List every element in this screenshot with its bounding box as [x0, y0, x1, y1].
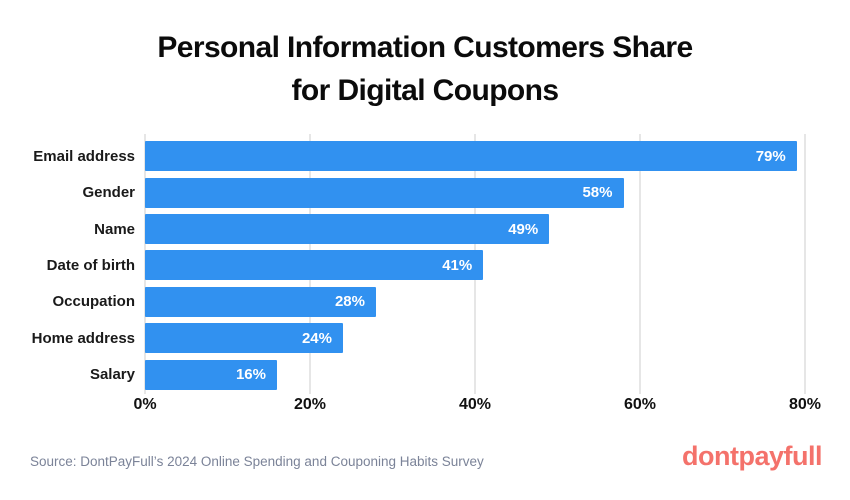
bar-row: Email address 79%: [33, 138, 805, 174]
chart-title-line2: for Digital Coupons: [291, 74, 560, 107]
x-tick-label: 60%: [623, 396, 657, 413]
gridline-80: [804, 134, 806, 394]
x-axis: 0% 20% 40% 60% 80%: [133, 396, 821, 416]
bar-row: Occupation 28%: [52, 284, 805, 320]
bar-row: Date of birth 41%: [47, 247, 805, 283]
x-tick-label: 0%: [133, 396, 157, 413]
bar: 49%: [145, 214, 550, 245]
bar-row: Salary 16%: [90, 357, 805, 393]
category-label: Date of birth: [46, 256, 135, 274]
x-tick-label: 80%: [788, 396, 822, 413]
bar-value-label: 58%: [582, 184, 613, 202]
bar-value-label: 41%: [442, 256, 473, 274]
bar: 16%: [145, 359, 277, 390]
chart-title: Personal Information Customers Share for…: [0, 26, 850, 112]
gridline-60: [639, 134, 641, 394]
bar: 58%: [145, 177, 624, 208]
category-label: Name: [94, 220, 135, 238]
bar: 79%: [145, 141, 797, 172]
category-label: Home address: [31, 329, 135, 347]
bar: 24%: [145, 323, 343, 354]
bar-rows: Email address 79% Gender 58% Name 49% Date of …: [32, 138, 805, 393]
x-tick-label: 40%: [458, 396, 492, 413]
bar-row: Name 49%: [94, 211, 805, 247]
chart-title-line1: Personal Information Customers Share: [157, 31, 693, 64]
bar: 28%: [145, 286, 376, 317]
category-label: Salary: [89, 366, 135, 384]
dontpayfull-logo: dontpayfull: [682, 441, 822, 471]
source-text: Source: DontPayFull’s 2024 Online Spendi…: [30, 454, 484, 469]
x-tick-label: 20%: [293, 396, 327, 413]
category-label: Gender: [82, 184, 135, 202]
bar-value-label: 49%: [508, 220, 539, 238]
category-label: Email address: [33, 147, 135, 165]
bar-value-label: 79%: [755, 147, 786, 165]
bar-row: Gender 58%: [82, 174, 805, 210]
bar-value-label: 24%: [301, 329, 332, 347]
bar-row: Home address 24%: [32, 320, 805, 356]
plot-area: Email address 79% Gender 58% Name 49% Date of …: [32, 134, 806, 394]
bar: 41%: [145, 250, 484, 281]
bar-value-label: 16%: [235, 366, 266, 384]
category-label: Occupation: [52, 293, 135, 311]
bar-value-label: 28%: [334, 293, 365, 311]
